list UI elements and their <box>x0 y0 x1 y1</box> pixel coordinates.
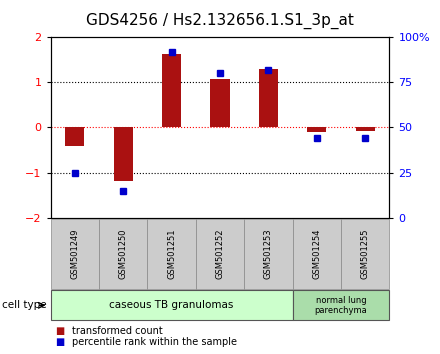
Text: GSM501255: GSM501255 <box>361 229 370 279</box>
Text: GSM501253: GSM501253 <box>264 229 273 279</box>
Bar <box>356 127 375 131</box>
Bar <box>307 127 326 132</box>
Text: transformed count: transformed count <box>72 326 162 336</box>
Text: percentile rank within the sample: percentile rank within the sample <box>72 337 237 347</box>
Text: GDS4256 / Hs2.132656.1.S1_3p_at: GDS4256 / Hs2.132656.1.S1_3p_at <box>86 12 354 29</box>
Text: normal lung
parenchyma: normal lung parenchyma <box>315 296 367 315</box>
Text: cell type: cell type <box>2 300 47 310</box>
Text: ■: ■ <box>55 337 64 347</box>
Bar <box>162 54 181 127</box>
Text: GSM501250: GSM501250 <box>119 229 128 279</box>
Text: GSM501254: GSM501254 <box>312 229 321 279</box>
Bar <box>114 127 133 181</box>
Text: GSM501249: GSM501249 <box>70 229 79 279</box>
Text: ■: ■ <box>55 326 64 336</box>
Bar <box>65 127 84 147</box>
Text: GSM501251: GSM501251 <box>167 229 176 279</box>
Text: caseous TB granulomas: caseous TB granulomas <box>110 300 234 310</box>
Bar <box>259 69 278 127</box>
Bar <box>210 79 230 127</box>
Text: GSM501252: GSM501252 <box>216 229 224 279</box>
